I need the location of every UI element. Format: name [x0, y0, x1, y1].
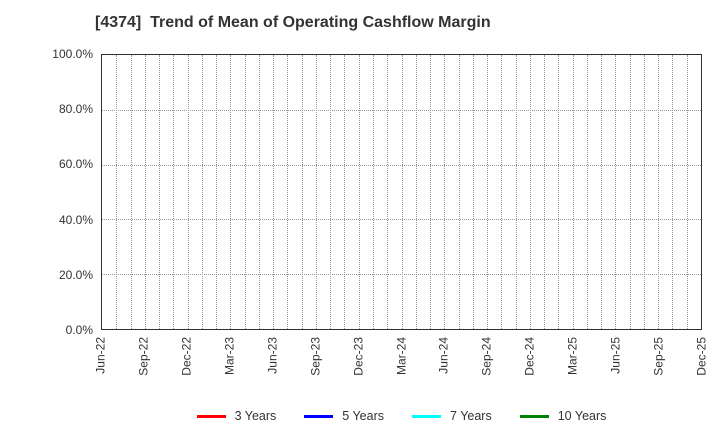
vertical-gridline: [415, 55, 417, 329]
x-tick-label: Sep-22: [136, 337, 151, 376]
x-tick-label: Jun-23: [265, 337, 280, 374]
legend-label: 10 Years: [557, 409, 607, 423]
x-tick-label: Sep-25: [652, 337, 667, 376]
vertical-gridline: [544, 55, 546, 329]
legend-line-swatch: [304, 414, 334, 418]
x-tick-label-text: Sep-25: [651, 337, 666, 376]
vertical-gridline: [658, 55, 660, 329]
vertical-gridline: [330, 55, 332, 329]
x-tick-label-text: Mar-25: [565, 337, 580, 376]
x-tick-label-text: Jun-23: [265, 337, 280, 374]
vertical-gridline: [344, 55, 346, 329]
legend-line-swatch: [519, 414, 549, 418]
x-tick-label: Dec-22: [179, 337, 194, 376]
x-tick-label-text: Sep-23: [308, 337, 323, 376]
x-tick-label: Dec-25: [695, 337, 710, 376]
vertical-gridline: [230, 55, 232, 329]
y-tick-label: 80.0%: [58, 102, 93, 117]
vertical-gridline: [643, 55, 645, 329]
vertical-gridline: [558, 55, 560, 329]
vertical-gridline: [586, 55, 588, 329]
x-tick-label: Dec-23: [351, 337, 366, 376]
vertical-gridline: [686, 55, 688, 329]
vertical-gridline: [501, 55, 503, 329]
legend-label: 5 Years: [342, 409, 385, 423]
x-tick-label-text: Sep-24: [479, 337, 494, 376]
x-tick-label-text: Dec-24: [522, 337, 537, 376]
vertical-gridline: [529, 55, 531, 329]
x-tick-label: Mar-25: [566, 337, 581, 375]
x-tick-label: Sep-23: [308, 337, 323, 376]
vertical-gridline: [430, 55, 432, 329]
legend-line-swatch: [412, 414, 442, 418]
vertical-gridline: [201, 55, 203, 329]
vertical-gridline: [387, 55, 389, 329]
vertical-gridline: [444, 55, 446, 329]
x-tick-label-text: Jun-24: [436, 337, 451, 374]
legend-item-5-years: 5 Years: [304, 409, 384, 423]
vertical-gridline: [116, 55, 118, 329]
x-tick-label: Sep-24: [480, 337, 495, 376]
y-tick-label: 40.0%: [58, 212, 93, 227]
vertical-gridline: [187, 55, 189, 329]
vertical-gridline: [629, 55, 631, 329]
vertical-gridline: [372, 55, 374, 329]
vertical-gridline: [615, 55, 617, 329]
vertical-gridline: [244, 55, 246, 329]
legend: 3 Years 5 Years 7 Years 10 Years: [101, 404, 702, 428]
x-tick-label-text: Dec-23: [351, 337, 366, 376]
vertical-gridline: [258, 55, 260, 329]
vertical-gridline: [458, 55, 460, 329]
x-axis: Jun-22 Sep-22 Dec-22 Mar-23 Jun-23 Sep-23 Dec-…: [94, 333, 709, 395]
vertical-gridline: [273, 55, 275, 329]
vertical-gridline: [301, 55, 303, 329]
y-axis: 100.0% 80.0% 60.0% 40.0% 20.0% 0.0%: [0, 47, 93, 337]
legend-item-3-years: 3 Years: [196, 409, 277, 423]
plot-area: [101, 54, 702, 330]
x-tick-label: Jun-24: [437, 337, 452, 374]
x-tick-label: Dec-24: [523, 337, 538, 376]
vertical-gridline: [130, 55, 132, 329]
legend-label: 7 Years: [450, 409, 492, 423]
legend-label: 3 Years: [234, 409, 277, 423]
chart-title: [4374] Trend of Mean of Operating Cashfl…: [95, 14, 491, 31]
vertical-gridline: [515, 55, 517, 329]
vertical-gridline: [216, 55, 218, 329]
x-tick-label-text: Sep-22: [136, 337, 151, 376]
x-tick-label-text: Dec-22: [179, 337, 194, 376]
x-tick-label: Mar-23: [222, 337, 237, 375]
vertical-gridline: [144, 55, 146, 329]
vertical-gridline: [358, 55, 360, 329]
vertical-gridline: [601, 55, 603, 329]
x-tick-label-text: Mar-23: [222, 337, 237, 376]
legend-item-10-years: 10 Years: [519, 409, 607, 423]
y-tick-label: 0.0%: [65, 323, 93, 337]
y-tick-label: 100.0%: [52, 47, 93, 61]
x-tick-label: Jun-25: [609, 337, 624, 374]
vertical-gridline: [315, 55, 317, 329]
vertical-gridline: [472, 55, 474, 329]
vertical-gridline: [487, 55, 489, 329]
vertical-gridline: [672, 55, 674, 329]
x-tick-label-text: Mar-24: [394, 337, 408, 376]
x-tick-label-text: Jun-25: [608, 337, 623, 374]
vertical-gridline: [401, 55, 403, 329]
legend-line-swatch: [196, 414, 226, 418]
x-tick-label: Mar-24: [394, 337, 409, 375]
vertical-gridline: [159, 55, 161, 329]
vertical-gridline: [287, 55, 289, 329]
x-tick-label-text: Dec-25: [694, 337, 709, 376]
x-tick-label-text: Jun-22: [93, 337, 108, 374]
y-tick-label: 20.0%: [58, 267, 93, 282]
vertical-gridline: [173, 55, 175, 329]
vertical-gridline: [572, 55, 574, 329]
y-tick-label: 60.0%: [58, 157, 93, 172]
legend-item-7-years: 7 Years: [412, 409, 492, 423]
x-tick-label: Jun-22: [94, 337, 109, 374]
